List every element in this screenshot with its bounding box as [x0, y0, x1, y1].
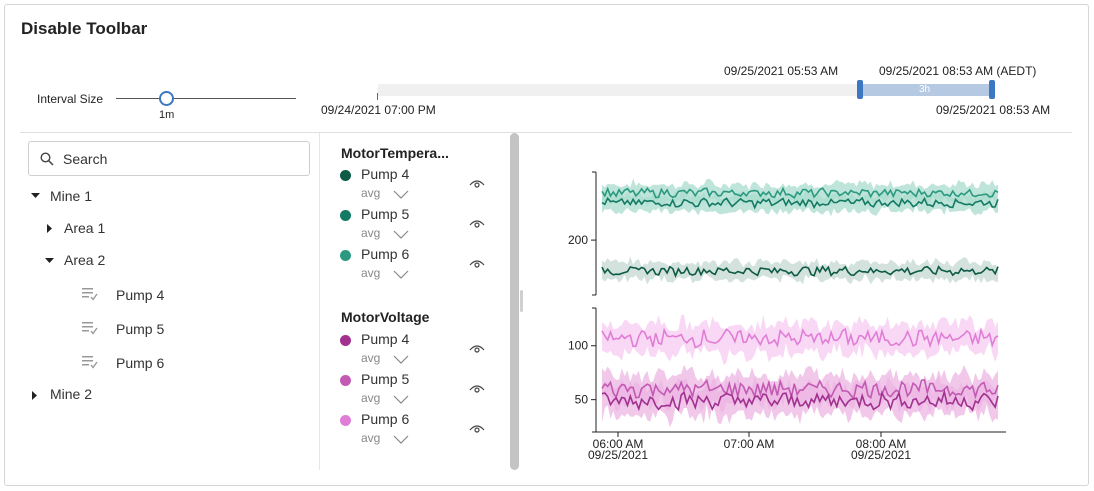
search-input[interactable]: Search — [63, 151, 108, 167]
tree-label: Area 2 — [64, 252, 106, 268]
caret-down-icon[interactable] — [45, 258, 54, 264]
chevron-down-icon[interactable] — [393, 355, 409, 365]
y-tick-label: 200 — [568, 233, 588, 247]
timeline-track[interactable] — [378, 84, 993, 96]
legend-item-aggregation[interactable]: avg — [361, 431, 381, 445]
tag-list-icon — [82, 288, 98, 301]
y-tick-label: 50 — [575, 393, 589, 407]
x-tick-label: 06:00 AM — [593, 437, 644, 451]
series-line — [601, 378, 999, 401]
eye-icon[interactable] — [469, 219, 485, 229]
series-line — [601, 265, 999, 278]
timeline-left-handle[interactable] — [857, 80, 863, 99]
legend-group-title: MotorVoltage — [341, 309, 430, 325]
header-divider — [20, 132, 1072, 133]
chevron-down-icon[interactable] — [393, 435, 409, 445]
timeline-start-label: 09/24/2021 07:00 PM — [321, 103, 436, 117]
eye-icon[interactable] — [469, 384, 485, 394]
interval-slider-track[interactable] — [116, 98, 296, 99]
x-tick-date: 09/25/2021 — [588, 448, 648, 462]
series-color-dot — [340, 375, 351, 386]
caret-right-icon[interactable] — [47, 224, 53, 233]
y-tick-label: 100 — [568, 339, 588, 353]
interval-size-label: Interval Size — [37, 92, 104, 106]
series-color-dot — [340, 335, 351, 346]
legend-item-name: Pump 4 — [361, 331, 410, 347]
series-line — [601, 196, 999, 210]
page-title: Disable Toolbar — [21, 19, 148, 38]
legend-item-aggregation[interactable]: avg — [361, 226, 381, 240]
timeline-right-handle[interactable] — [989, 80, 995, 99]
chevron-down-icon[interactable] — [393, 270, 409, 280]
tree-label: Mine 1 — [50, 188, 93, 204]
series-line — [601, 186, 999, 199]
series-line — [601, 388, 999, 412]
resize-grip[interactable] — [520, 290, 523, 312]
search-icon — [40, 152, 54, 166]
card — [4, 4, 1089, 486]
legend-scrollbar[interactable] — [510, 133, 519, 470]
legend-item-aggregation[interactable]: avg — [361, 266, 381, 280]
legend-item-name: Pump 6 — [361, 246, 410, 262]
interval-value: 1m — [159, 109, 175, 121]
eye-icon[interactable] — [469, 344, 485, 354]
eye-icon[interactable] — [469, 179, 485, 189]
selection-to-label: 09/25/2021 08:53 AM (AEDT) — [879, 64, 1037, 78]
tag-list-icon — [82, 356, 98, 369]
search-box[interactable]: Search — [28, 141, 310, 176]
legend-item-name: Pump 4 — [361, 166, 410, 182]
eye-icon[interactable] — [469, 424, 485, 434]
tree-divider — [319, 133, 320, 470]
tree-label: Pump 4 — [116, 287, 165, 303]
interval-slider-handle[interactable] — [159, 91, 174, 106]
x-tick-date: 09/25/2021 — [851, 448, 911, 462]
legend-item-name: Pump 6 — [361, 411, 410, 427]
tree-label: Pump 6 — [116, 355, 165, 371]
timeline-end-label: 09/25/2021 08:53 AM — [936, 103, 1051, 117]
timeline-start-tick — [377, 93, 378, 100]
series-color-dot — [340, 250, 351, 261]
series-line — [601, 327, 999, 349]
x-tick-label: 07:00 AM — [724, 437, 775, 451]
chevron-down-icon[interactable] — [393, 190, 409, 200]
chevron-down-icon[interactable] — [393, 395, 409, 405]
x-tick-label: 08:00 AM — [856, 437, 907, 451]
selection-size-label: 3h — [919, 84, 931, 95]
chevron-down-icon[interactable] — [393, 230, 409, 240]
legend-item-aggregation[interactable]: avg — [361, 391, 381, 405]
selection-from-label: 09/25/2021 05:53 AM — [724, 64, 839, 78]
series-color-dot — [340, 415, 351, 426]
legend-group-title: MotorTempera... — [341, 145, 449, 161]
caret-right-icon[interactable] — [32, 391, 38, 400]
legend-item-name: Pump 5 — [361, 371, 410, 387]
caret-down-icon[interactable] — [31, 193, 40, 199]
legend-item-aggregation[interactable]: avg — [361, 351, 381, 365]
tree-label: Area 1 — [64, 220, 106, 236]
tag-list-icon — [82, 322, 98, 335]
series-band — [602, 189, 998, 217]
legend-item-name: Pump 5 — [361, 206, 410, 222]
series-color-dot — [340, 170, 351, 181]
timeline-selection[interactable] — [860, 84, 993, 96]
legend-item-aggregation[interactable]: avg — [361, 186, 381, 200]
series-color-dot — [340, 210, 351, 221]
tree-label: Mine 2 — [50, 386, 93, 402]
tree-label: Pump 5 — [116, 321, 165, 337]
series-band — [602, 375, 998, 428]
eye-icon[interactable] — [469, 259, 485, 269]
